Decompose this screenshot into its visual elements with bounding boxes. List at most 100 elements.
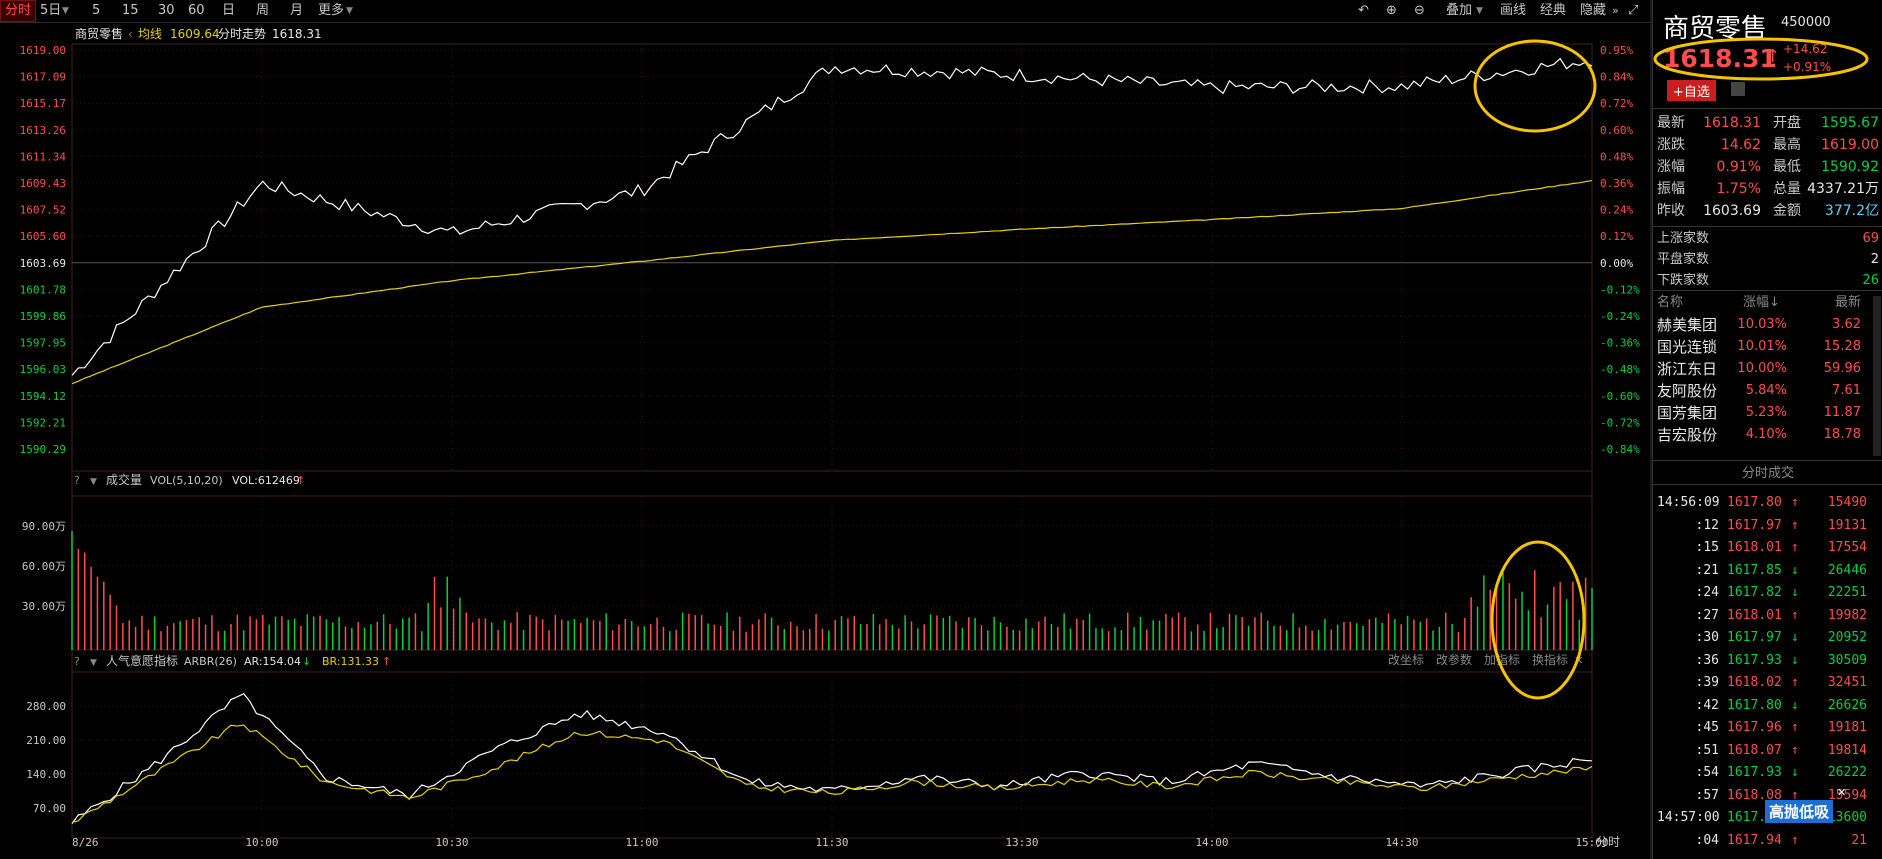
col-latest[interactable]: 最新	[1834, 295, 1861, 310]
zoom-in-icon[interactable]: ⊕	[1386, 3, 1397, 18]
volume-tick: 90.00万	[22, 520, 66, 533]
zoom-out-icon[interactable]: ⊖	[1414, 3, 1425, 18]
close-watermark-icon[interactable]: ✕	[1837, 786, 1847, 799]
table-row: :42 1617.80 ↓ 26626	[1657, 695, 1879, 717]
price-tick: 1617.09	[20, 71, 66, 84]
switch-indicator-button[interactable]: 换指标	[1532, 652, 1568, 667]
tick-price: 1617.96	[1727, 720, 1782, 735]
table-row: :57 1618.08 ↑ 15594	[1657, 785, 1879, 807]
tick-price: 1618.01	[1727, 540, 1782, 555]
pct-tick: -0.60%	[1600, 390, 1640, 403]
breadth-value: 2	[1870, 252, 1879, 267]
tick-price: 1617.97	[1727, 517, 1782, 533]
pct-tick: 0.84%	[1600, 71, 1633, 84]
tick-direction-icon: ↓	[1791, 652, 1799, 668]
col-change[interactable]: 涨幅↓	[1743, 295, 1780, 310]
indicator-tick: 70.00	[33, 802, 66, 815]
price-tick: 1596.03	[20, 363, 66, 376]
panel-divider[interactable]	[1650, 0, 1652, 859]
draw-button[interactable]: 画线	[1500, 3, 1527, 18]
overlay-button[interactable]: 叠加	[1446, 3, 1473, 18]
volume-axis: 90.00万 60.00万 30.00万	[22, 520, 66, 613]
quote-value: 1590.92	[1821, 159, 1879, 175]
time-tick: 11:30	[815, 836, 848, 849]
change-axis-button[interactable]: 改坐标	[1388, 653, 1424, 667]
intraday-chart[interactable]: 1619.00 1617.09 1615.17 1613.26 1611.34 1609.…	[0, 22, 1650, 859]
volume-tick: 30.00万	[22, 600, 66, 613]
chevron-down-icon[interactable]: ▼	[62, 6, 69, 16]
quote-row: 涨跌 14.62 最高 1619.00	[1657, 134, 1879, 156]
quote-label: 开盘	[1773, 115, 1801, 131]
list-item[interactable]: 吉宏股份 4.10% 18.78	[1657, 424, 1879, 446]
list-item[interactable]: 国芳集团 5.23% 11.87	[1657, 402, 1879, 424]
pct-tick: -0.12%	[1600, 283, 1640, 296]
legend-left-arrow-icon[interactable]: ‹	[128, 27, 133, 41]
col-name[interactable]: 名称	[1657, 295, 1684, 310]
price-tick: 1609.43	[20, 177, 66, 190]
stock-price: 59.96	[1823, 361, 1861, 376]
ar-line	[71, 692, 1593, 825]
trend-value: 1618.31	[272, 27, 322, 41]
stock-name: 赫美集团	[1657, 316, 1718, 334]
vol-chevron-icon[interactable]: ▼	[90, 477, 97, 487]
legend-right-arrow-icon[interactable]: ›	[316, 27, 321, 41]
tick-time: :54	[1695, 765, 1719, 780]
annotation-circle-price	[1473, 39, 1597, 133]
price-tick: 1611.34	[20, 150, 67, 163]
indicator-tick: 210.00	[26, 734, 66, 747]
quote-row: 振幅 1.75% 总量 4337.21万	[1657, 178, 1879, 200]
list-item[interactable]: 浙江东日 10.00% 59.96	[1657, 358, 1879, 380]
tab-week[interactable]: 周	[256, 3, 270, 18]
tick-volume: 15594	[1827, 787, 1867, 803]
list-item[interactable]: 友阿股份 5.84% 7.61	[1657, 380, 1879, 402]
stock-name: 国芳集团	[1657, 404, 1718, 422]
tab-intraday[interactable]: 分时	[0, 0, 37, 22]
ind-chevron-icon[interactable]: ▼	[90, 658, 97, 668]
tick-direction-icon: ↓	[1791, 697, 1799, 713]
help-icon[interactable]: ?	[74, 474, 80, 487]
add-watchlist-button[interactable]: +自选	[1667, 80, 1716, 101]
more-chevron-icon[interactable]: ▼	[346, 6, 353, 16]
tab-5day[interactable]: 5日	[40, 3, 62, 18]
stock-list-header: 名称 涨幅↓ 最新	[1657, 292, 1879, 314]
tab-30min[interactable]: 30	[158, 3, 175, 18]
ind-help-icon[interactable]: ?	[74, 655, 80, 668]
avg-label: 均线	[138, 27, 162, 41]
undo-icon[interactable]: ↶	[1358, 3, 1369, 18]
stock-change: 10.01%	[1737, 339, 1787, 354]
change-params-button[interactable]: 改参数	[1436, 652, 1472, 667]
stock-name: 友阿股份	[1657, 382, 1718, 400]
br-value: BR:131.33	[322, 655, 379, 668]
tab-month[interactable]: 月	[290, 3, 304, 18]
stock-change: 5.23%	[1745, 405, 1787, 420]
breadth-value: 26	[1862, 273, 1879, 288]
quote-value: 1619.00	[1821, 137, 1879, 153]
annotation-circle-quote	[1653, 37, 1869, 81]
panel-menu-icon[interactable]	[1731, 82, 1745, 96]
stock-change: 10.03%	[1737, 317, 1787, 332]
hide-button[interactable]: 隐藏	[1580, 3, 1607, 18]
classic-button[interactable]: 经典	[1540, 3, 1567, 18]
table-row: 14:56:09 1617.80 ↑ 15490	[1657, 492, 1879, 514]
tab-15min[interactable]: 15	[122, 3, 139, 18]
quote-value: 0.91%	[1716, 159, 1761, 175]
tab-5min[interactable]: 5	[92, 3, 101, 18]
tab-day[interactable]: 日	[222, 3, 236, 18]
list-item[interactable]: 赫美集团 10.03% 3.62	[1657, 314, 1879, 336]
list-item[interactable]: 国光连锁 10.01% 15.28	[1657, 336, 1879, 358]
quote-label: 总量	[1773, 181, 1801, 197]
pct-tick: 0.36%	[1600, 177, 1633, 190]
volume-title: 成交量	[106, 472, 142, 487]
tab-more[interactable]: 更多	[318, 3, 345, 18]
price-change-pct: +0.91%	[1783, 60, 1832, 74]
indicator-tick: 140.00	[26, 768, 66, 781]
tab-60min[interactable]: 60	[188, 3, 205, 18]
list-scrollbar[interactable]	[1873, 296, 1881, 456]
fullscreen-icon[interactable]: ⤢	[1628, 3, 1639, 18]
table-row: :24 1617.82 ↓ 22251	[1657, 582, 1879, 604]
chart-title: 商贸零售	[75, 26, 123, 41]
quote-value: 1618.31	[1703, 115, 1761, 131]
add-indicator-button[interactable]: 加指标	[1484, 652, 1520, 667]
tick-volume: 19181	[1827, 720, 1867, 735]
tick-price: 1617.93	[1727, 652, 1782, 668]
